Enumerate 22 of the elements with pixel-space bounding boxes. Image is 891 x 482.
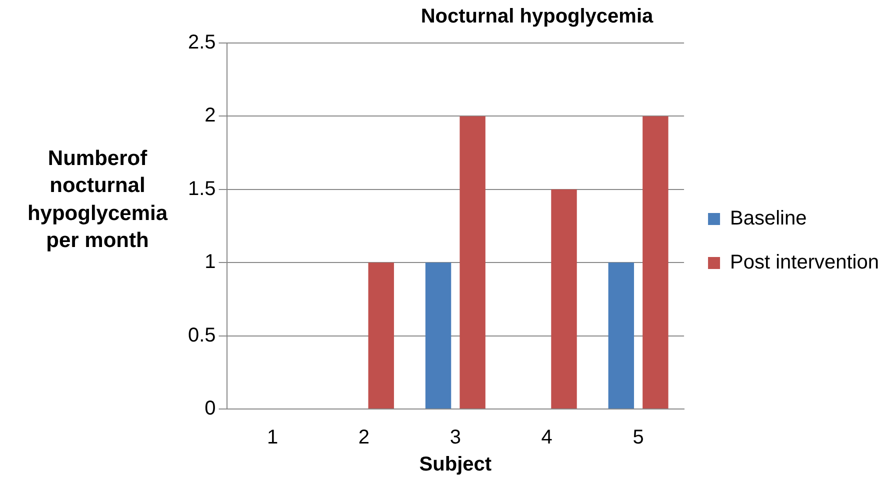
legend-label: Baseline xyxy=(730,208,807,230)
y-tick-label: 2 xyxy=(204,104,216,127)
y-axis-title: Numberof nocturnal hypoglycemia per month xyxy=(26,146,169,254)
x-tick-label: 5 xyxy=(632,426,644,449)
x-tick-label: 2 xyxy=(358,426,370,449)
chart-title: Nocturnal hypoglycemia xyxy=(420,6,654,28)
bar xyxy=(642,116,668,408)
y-tick-label: 2.5 xyxy=(188,32,216,54)
bar xyxy=(368,262,394,408)
bar xyxy=(460,116,486,408)
x-tick-label: 3 xyxy=(450,426,461,449)
bar xyxy=(551,189,577,408)
y-tick-label: 1 xyxy=(204,251,216,274)
x-tick-label: 1 xyxy=(266,426,278,449)
legend-label: Post intervention xyxy=(730,252,880,274)
bar xyxy=(608,262,634,408)
y-tick-label: 0 xyxy=(204,398,216,420)
bar xyxy=(425,262,452,408)
y-tick-label: 0.5 xyxy=(188,324,216,346)
x-axis-title: Subject xyxy=(419,454,492,476)
y-tick-label: 1.5 xyxy=(188,178,216,200)
x-tick-label: 4 xyxy=(541,426,552,449)
